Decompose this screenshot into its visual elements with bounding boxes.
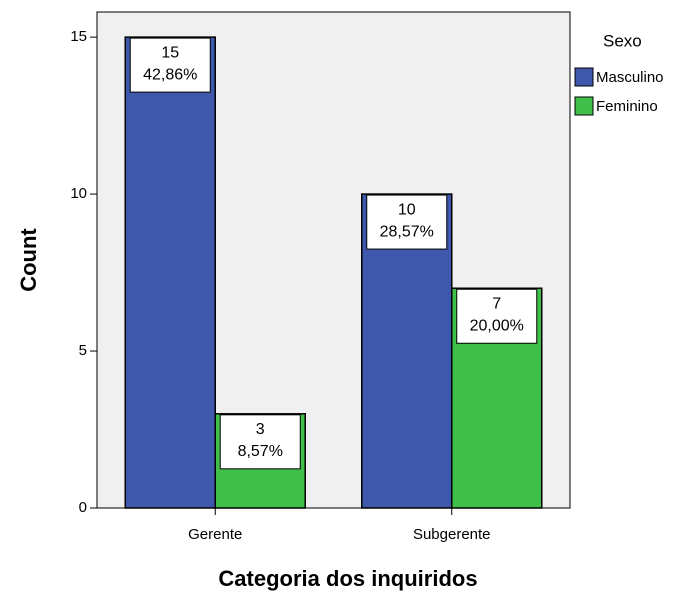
x-axis-title: Categoria dos inquiridos [218, 566, 477, 591]
data-label: 20,00% [470, 317, 524, 334]
legend-label: Masculino [596, 69, 664, 86]
data-label: 42,86% [143, 66, 197, 83]
data-label: 8,57% [238, 443, 283, 460]
y-tick-label: 0 [79, 499, 87, 516]
x-tick-label: Gerente [188, 526, 242, 543]
data-label: 10 [398, 201, 416, 218]
data-label-box [219, 414, 301, 470]
x-tick-label: Subgerente [413, 526, 491, 543]
y-tick-label: 5 [79, 342, 87, 359]
legend-title: Sexo [603, 31, 642, 50]
data-label-box [129, 37, 211, 93]
data-label: 15 [161, 44, 179, 61]
data-label: 7 [492, 295, 501, 312]
y-tick-label: 10 [70, 185, 87, 202]
legend-label: Feminino [596, 98, 658, 115]
data-label: 3 [256, 421, 265, 438]
y-tick-label: 15 [70, 28, 87, 45]
data-label: 28,57% [380, 223, 434, 240]
data-label-box [366, 194, 448, 250]
y-axis-title: Count [16, 228, 41, 292]
legend-swatch [574, 96, 594, 116]
legend-swatch [574, 67, 594, 87]
data-label-box [456, 288, 538, 344]
bar [124, 36, 216, 509]
